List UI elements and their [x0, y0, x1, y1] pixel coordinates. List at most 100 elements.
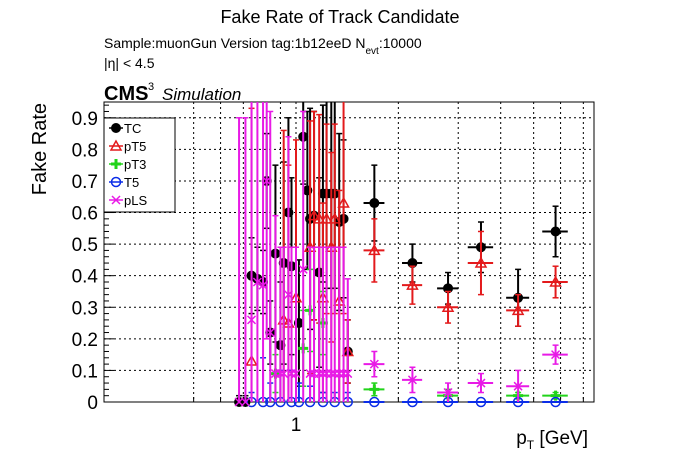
y-tick-label: 0.6	[72, 204, 98, 225]
x-axis-label: pT [GeV]	[516, 428, 588, 452]
marker-shape	[368, 243, 381, 256]
data-point	[363, 396, 385, 408]
marker-shape	[550, 396, 561, 408]
marker-shape	[312, 212, 326, 224]
marker-shape	[549, 275, 562, 287]
data-point	[265, 110, 275, 402]
grid	[104, 102, 594, 402]
exponent-label: 3	[148, 81, 154, 93]
legend-item-tc: TC	[109, 121, 141, 136]
marker	[369, 396, 380, 408]
marker	[550, 396, 561, 408]
data-point	[234, 117, 244, 407]
y-tick-label: 0.8	[72, 140, 98, 161]
marker	[320, 212, 333, 224]
x-label-suffix: [GeV]	[534, 428, 588, 449]
marker-shape	[110, 176, 122, 188]
data-point	[506, 369, 530, 402]
x-label-sub: T	[527, 438, 535, 452]
marker-shape	[406, 278, 419, 290]
marker	[406, 278, 419, 290]
marker-shape	[265, 327, 275, 338]
marker-shape	[339, 369, 349, 379]
data-point	[343, 278, 353, 402]
marker-shape	[511, 303, 525, 316]
marker-shape	[314, 369, 324, 379]
marker	[476, 378, 486, 388]
data-point	[401, 366, 423, 394]
sample-prefix: Sample:muonGun Version tag:1b12eeD N	[104, 35, 366, 51]
marker-shape	[252, 277, 262, 287]
data-point	[247, 102, 257, 402]
marker-shape	[369, 198, 380, 209]
x-label-main: p	[516, 428, 527, 449]
marker-shape	[513, 381, 523, 391]
y-tick-label: 0.1	[72, 361, 98, 382]
marker-shape	[307, 209, 321, 221]
marker-shape	[247, 315, 257, 325]
plot-area	[234, 102, 568, 408]
y-tick-label: 0.5	[72, 235, 98, 256]
sample-sub: evt	[366, 46, 380, 57]
marker	[407, 375, 417, 385]
legend-label: pT5	[124, 139, 146, 154]
data-point	[437, 382, 459, 402]
marker-shape	[328, 212, 342, 224]
marker-shape	[474, 256, 488, 268]
marker-shape	[343, 369, 353, 379]
marker-shape	[550, 390, 561, 401]
marker-shape	[305, 369, 315, 379]
y-axis-label: Fake Rate	[29, 103, 51, 195]
marker	[369, 198, 380, 209]
data-point	[291, 246, 301, 402]
marker	[305, 369, 315, 379]
y-tick-label: 0	[87, 393, 98, 414]
marker-shape	[111, 195, 121, 205]
marker	[291, 369, 301, 379]
marker-shape	[337, 196, 350, 208]
data-point	[542, 265, 568, 299]
marker-shape	[369, 384, 380, 395]
marker	[312, 212, 326, 224]
marker-shape	[443, 387, 453, 398]
data-point	[240, 117, 250, 407]
marker-shape	[109, 139, 123, 151]
marker	[328, 212, 342, 224]
marker-shape	[407, 396, 418, 408]
marker	[368, 243, 381, 256]
data-point	[542, 205, 568, 258]
marker	[369, 359, 379, 369]
legend-label: pT3	[124, 157, 146, 172]
legend-item-t5: T5	[109, 175, 139, 190]
marker	[550, 226, 561, 237]
data-point	[437, 290, 459, 324]
marker	[441, 300, 455, 313]
data-point	[363, 382, 385, 397]
data-point	[506, 293, 530, 327]
legend-item-pls: pLS	[109, 193, 147, 208]
legend-marker	[109, 139, 123, 151]
marker-shape	[111, 159, 121, 169]
legend-marker	[111, 159, 121, 169]
y-tick-label: 0.3	[72, 298, 98, 319]
data-point	[467, 396, 494, 408]
marker	[369, 384, 380, 395]
series-pt5	[245, 102, 568, 402]
y-tick-label: 0.2	[72, 330, 98, 351]
marker	[550, 390, 561, 401]
marker	[549, 275, 562, 287]
marker-shape	[111, 123, 121, 133]
legend-marker	[111, 195, 121, 205]
sample-info: Sample:muonGun Version tag:1b12eeD Nevt:…	[104, 35, 422, 57]
legend: TC pT5 pT3 T5 pLS	[103, 117, 176, 213]
data-point	[401, 396, 423, 408]
y-tick-label: 0.4	[72, 267, 99, 288]
data-point	[401, 265, 423, 305]
plot-frame	[103, 101, 595, 403]
data-point	[305, 246, 315, 402]
data-point	[467, 230, 494, 296]
marker	[551, 350, 561, 360]
legend-label: T5	[124, 175, 139, 190]
data-point	[298, 110, 308, 402]
legend-label: pLS	[124, 193, 147, 208]
